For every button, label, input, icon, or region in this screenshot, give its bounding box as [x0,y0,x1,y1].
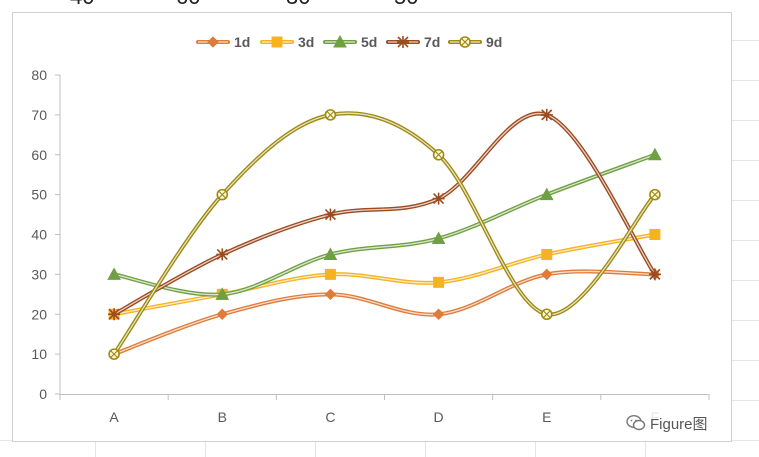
y-tick-label: 0 [39,386,47,402]
series-line-highlight [113,112,656,315]
x-tick-label: B [218,409,227,425]
y-tick-label: 60 [31,147,47,163]
series-line-highlight [113,112,656,355]
legend-marker[interactable] [397,36,409,48]
data-point[interactable] [541,268,553,281]
series-7d[interactable] [108,108,661,321]
series-line-highlight [113,154,656,296]
legend-item-9d[interactable]: 9d [448,34,502,50]
legend-label: 1d [234,34,250,50]
data-point[interactable] [108,348,120,360]
y-tick-label: 20 [31,306,47,322]
legend-marker[interactable] [271,36,283,48]
data-point[interactable] [108,308,121,321]
marker-cross [651,191,659,199]
spreadsheet-top-cells: 40 60 30 50 [0,0,759,12]
marker-cross [435,151,443,159]
data-point[interactable] [433,276,445,288]
series-line[interactable] [112,111,657,317]
legend-item-5d[interactable]: 5d [323,34,377,50]
y-tick-label: 40 [31,227,47,243]
series-line-highlight [113,270,655,355]
wechat-icon [626,414,646,431]
data-point[interactable] [648,147,662,161]
series-line[interactable] [112,111,657,357]
data-point[interactable] [324,109,337,121]
legend-marker[interactable] [459,36,471,48]
legend-label: 7d [424,34,440,50]
data-point[interactable] [649,188,661,201]
watermark: Figure图 [626,410,708,436]
legend-marker[interactable] [207,36,219,48]
legend-item-1d[interactable]: 1d [196,34,250,50]
data-point[interactable] [541,248,553,260]
y-tick-label: 80 [31,67,47,83]
data-point[interactable] [324,208,337,221]
legend-label: 9d [486,34,502,50]
data-point[interactable] [431,231,446,244]
legend-item-7d[interactable]: 7d [386,34,440,50]
y-tick-label: 10 [31,346,47,362]
data-point[interactable] [216,308,228,320]
marker-cross [543,310,551,318]
cell-value[interactable]: 30 [286,0,310,10]
y-tick-label: 50 [31,187,47,203]
data-point[interactable] [432,308,445,320]
data-point[interactable] [216,188,229,201]
legend-label: 5d [361,34,377,50]
chart-axes: 01020304050607080ABCDEF [31,67,710,425]
data-point[interactable] [432,148,445,161]
data-point[interactable] [648,268,661,281]
data-point[interactable] [539,187,554,201]
y-tick-label: 30 [31,266,47,282]
series-line[interactable] [112,269,657,357]
legend-marker[interactable] [333,34,347,48]
data-point[interactable] [215,287,230,300]
chart-series-layer [107,108,662,360]
series-line[interactable] [112,152,657,297]
watermark-text: Figure图 [650,415,708,433]
series-5d[interactable] [107,147,662,300]
data-point[interactable] [540,108,553,121]
cell-value[interactable]: 50 [394,0,418,10]
data-point[interactable] [323,247,338,260]
data-point[interactable] [324,288,337,301]
chart-legend[interactable]: 1d 3d 5d 7d 9d [196,34,502,50]
data-point[interactable] [649,229,661,240]
data-point[interactable] [540,308,553,321]
data-point[interactable] [324,268,336,280]
y-tick-label: 70 [31,107,47,123]
x-tick-label: E [542,409,551,425]
x-tick-label: A [109,409,119,425]
series-1d[interactable] [108,268,661,360]
cell-value[interactable]: 60 [176,0,200,10]
series-9d[interactable] [108,109,661,360]
data-point[interactable] [107,267,121,280]
x-tick-label: C [325,409,335,425]
cell-value[interactable]: 40 [70,0,94,10]
legend-label: 3d [298,34,314,50]
data-point[interactable] [216,248,229,261]
chart-area[interactable] [12,12,732,442]
marker-cross [326,111,334,119]
data-point[interactable] [432,192,445,205]
marker-cross [461,38,469,46]
marker-cross [110,350,118,358]
x-tick-label: D [434,409,444,425]
marker-cross [218,191,226,199]
legend-item-3d[interactable]: 3d [260,34,314,50]
